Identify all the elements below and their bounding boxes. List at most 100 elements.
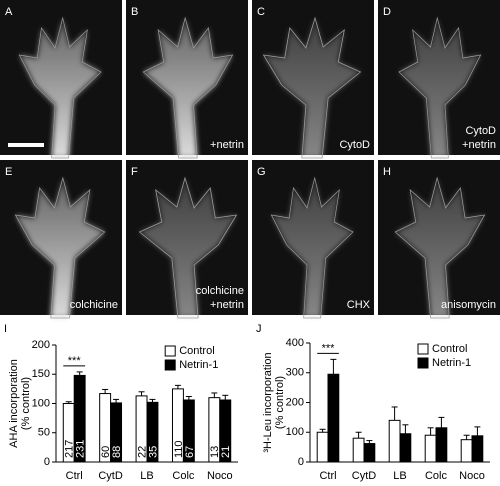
panel-caption: CytoD	[339, 139, 370, 151]
bar-count-label: 110	[173, 440, 185, 458]
growth-cone-outline	[262, 16, 362, 159]
bar	[316, 431, 329, 463]
x-tick-label: Ctrl	[66, 470, 83, 482]
bar-count-label: 231	[75, 440, 87, 458]
y-tick-label: 0	[298, 456, 304, 468]
panel-letter: A	[5, 6, 13, 18]
bar	[219, 399, 232, 463]
legend-swatch	[164, 345, 176, 357]
bar	[182, 399, 195, 463]
growth-cone-outline	[142, 16, 234, 159]
x-tick-label: LB	[393, 470, 406, 482]
y-axis-label: (% control)	[274, 376, 286, 429]
y-tick-label: 50	[38, 427, 50, 439]
growth-cone-glow	[271, 178, 353, 318]
growth-cone-glow	[139, 178, 237, 318]
y-tick-label: 150	[32, 368, 50, 380]
bar-count-label: 88	[111, 446, 123, 458]
x-tick-label: Ctrl	[319, 470, 336, 482]
panel-caption: +netrin	[210, 299, 244, 311]
x-tick-label: Colc	[425, 470, 448, 482]
panel-caption: colchicine	[196, 285, 244, 297]
panel-letter: J	[256, 323, 262, 335]
bar	[146, 401, 159, 463]
growth-cone-glow	[19, 18, 101, 158]
y-axis-label: (% control)	[20, 377, 32, 430]
x-tick-label: Colc	[172, 470, 195, 482]
bar	[399, 433, 412, 463]
bar-count-label: 22	[136, 446, 148, 458]
growth-cone-outline	[14, 176, 106, 319]
bar	[73, 374, 86, 463]
growth-cone-outline	[270, 176, 354, 319]
bar	[435, 427, 448, 463]
panel-caption: CytoD	[465, 125, 496, 137]
x-tick-label: CytD	[98, 470, 123, 482]
y-tick-label: 200	[286, 396, 304, 408]
y-tick-label: 0	[44, 456, 50, 468]
growth-cone-outline	[138, 176, 238, 319]
growth-cone	[142, 16, 234, 159]
panel-letter: G	[257, 166, 266, 178]
growth-cone	[262, 16, 362, 159]
y-tick-label: 200	[32, 339, 50, 351]
bar	[327, 373, 340, 463]
micrograph-panel: B +netrin	[126, 0, 248, 159]
panel-letter: F	[131, 166, 138, 178]
bar	[471, 435, 484, 463]
bar	[363, 443, 376, 463]
panel-letter: B	[131, 6, 138, 18]
bar-count-label: 67	[184, 446, 196, 458]
bar	[460, 439, 473, 463]
growth-cone-outline	[398, 16, 482, 159]
growth-cone	[270, 176, 354, 319]
bar	[424, 434, 437, 463]
panel-caption: +netrin	[462, 139, 496, 151]
x-tick-label: CytD	[352, 470, 377, 482]
micrograph-panel: C CytoD	[252, 0, 374, 159]
bar-count-label: 217	[64, 440, 76, 458]
y-tick-label: 300	[286, 367, 304, 379]
panel-caption: +netrin	[210, 139, 244, 151]
legend-label: Netrin-1	[179, 359, 218, 371]
bar-count-label: 21	[220, 446, 232, 458]
micrograph-panel: D CytoD +netrin	[378, 0, 500, 159]
growth-cone-glow	[263, 18, 361, 158]
bar-count-label: 35	[147, 446, 159, 458]
legend-swatch	[164, 359, 176, 371]
y-axis-label: AHA incorporation	[8, 359, 20, 448]
growth-cone	[394, 176, 486, 319]
legend-label: Control	[432, 343, 467, 355]
y-tick-label: 400	[286, 337, 304, 349]
panel-letter: H	[383, 166, 391, 178]
scale-bar	[8, 143, 44, 147]
panel-letter: I	[4, 323, 7, 335]
panel-letter: C	[257, 6, 265, 18]
legend-label: Control	[179, 345, 214, 357]
x-tick-label: Noco	[459, 470, 485, 482]
legend-swatch	[417, 343, 429, 355]
growth-cone	[14, 176, 106, 319]
growth-cone	[18, 16, 102, 159]
bar-count-label: 13	[209, 446, 221, 458]
growth-cone-glow	[143, 18, 233, 158]
micrograph-panel: G CHX	[252, 160, 374, 319]
panel-caption: anisomycin	[441, 299, 496, 311]
bar	[388, 419, 401, 463]
growth-cone	[398, 16, 482, 159]
panel-caption: colchicine	[70, 299, 118, 311]
y-axis-label: ³H-Leu incorporation	[262, 352, 274, 452]
micrograph-panel: A	[0, 0, 122, 159]
bar	[110, 402, 123, 463]
growth-cone-outline	[394, 176, 486, 319]
bar	[352, 437, 365, 463]
growth-cone-glow	[395, 178, 485, 318]
panel-caption: CHX	[347, 299, 371, 311]
legend-label: Netrin-1	[432, 357, 471, 369]
legend-swatch	[417, 357, 429, 369]
panel-letter: E	[5, 166, 12, 178]
